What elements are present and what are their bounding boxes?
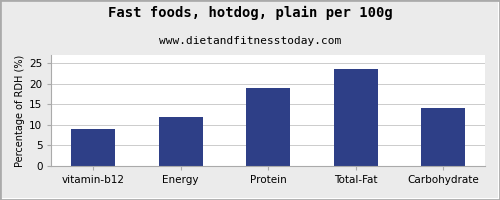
Bar [71,129,115,166]
Bar [422,108,466,166]
Text: www.dietandfitnesstoday.com: www.dietandfitnesstoday.com [159,36,341,46]
Text: Fast foods, hotdog, plain per 100g: Fast foods, hotdog, plain per 100g [108,6,393,20]
Bar [158,117,202,166]
Bar [334,69,378,166]
Bar [246,88,290,166]
Y-axis label: Percentage of RDH (%): Percentage of RDH (%) [15,54,25,167]
